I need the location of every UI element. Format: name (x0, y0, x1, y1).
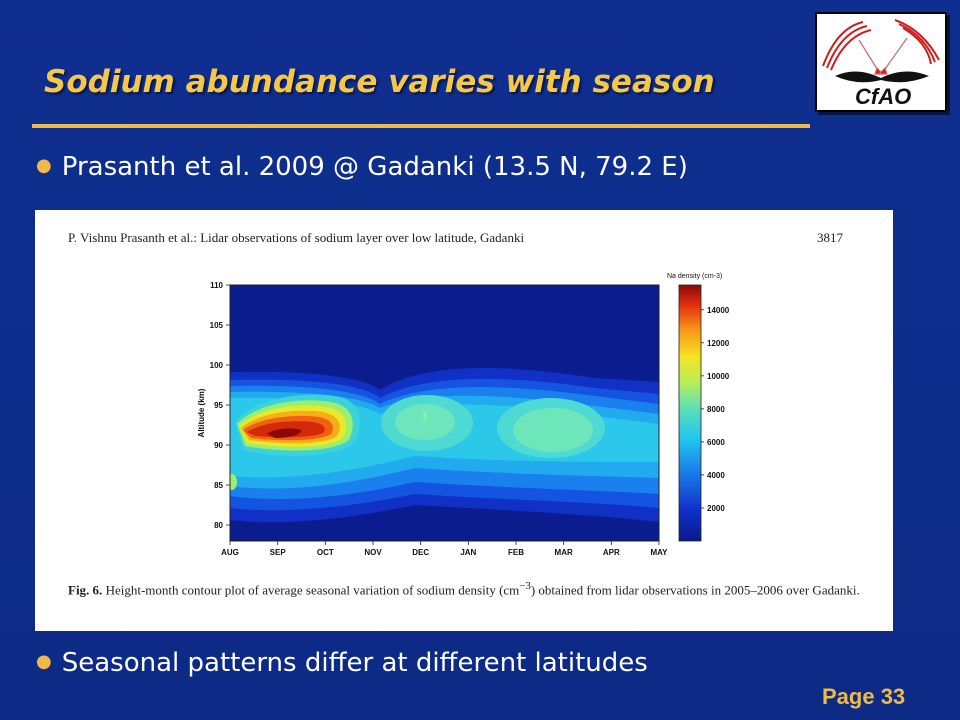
colorbar (678, 284, 702, 542)
y-tick-label: 90 (214, 441, 223, 450)
x-tick-label: MAY (650, 548, 668, 557)
colorbar-tick-label: 6000 (707, 438, 725, 447)
colorbar-tick-label: 12000 (707, 339, 730, 348)
x-tick-label: SEP (270, 548, 287, 557)
colorbar-axis: 2000 4000 6000 8000 10000 12000 14000 (701, 306, 730, 513)
figure-header-left: P. Vishnu Prasanth et al.: Lidar observa… (68, 230, 525, 245)
y-axis-label: Altitude (km) (197, 388, 206, 437)
contour-field (230, 285, 659, 541)
colorbar-tick-label: 14000 (707, 306, 730, 315)
logo-text: CfAO (855, 84, 911, 109)
x-tick-label: NOV (364, 548, 382, 557)
bullet-2: ● Seasonal patterns differ at different l… (36, 648, 648, 678)
colorbar-tick-label: 2000 (707, 504, 725, 513)
y-tick-label: 95 (214, 401, 223, 410)
x-tick-label: AUG (221, 548, 239, 557)
x-tick-label: FEB (508, 548, 524, 557)
caption-text-2: ) obtained from lidar observations in 20… (530, 582, 860, 598)
x-tick-label: MAR (555, 548, 573, 557)
x-tick-label: OCT (317, 548, 334, 557)
bullet-1: ● Prasanth et al. 2009 @ Gadanki (13.5 N,… (36, 152, 688, 182)
bullet-dot-icon: ● (36, 155, 52, 176)
caption-sup: −3 (519, 580, 531, 592)
slide-title: Sodium abundance varies with season (44, 64, 715, 100)
y-tick-label: 80 (214, 521, 223, 530)
x-tick-label: DEC (412, 548, 429, 557)
bullet-1-text: Prasanth et al. 2009 @ Gadanki (13.5 N, … (61, 152, 688, 182)
x-axis: AUG SEP OCT NOV DEC JAN FEB MAR APR MAY (221, 541, 668, 557)
y-tick-label: 85 (214, 481, 223, 490)
x-tick-label: APR (603, 548, 620, 557)
y-tick-label: 110 (210, 281, 223, 290)
colorbar-tick-label: 8000 (707, 405, 725, 414)
title-underline (32, 124, 810, 128)
caption-text: Height-month contour plot of average sea… (105, 582, 520, 598)
colorbar-tick-label: 10000 (707, 372, 730, 381)
cfao-logo: CfAO (815, 12, 947, 112)
y-tick-label: 105 (210, 321, 224, 330)
paper-figure: P. Vishnu Prasanth et al.: Lidar observa… (35, 210, 893, 631)
page-number: Page 33 (822, 684, 906, 709)
figure-header-right: 3817 (817, 230, 843, 245)
caption-label: Fig. 6. (68, 582, 103, 598)
x-tick-label: JAN (460, 548, 476, 557)
colorbar-label: Na density (cm-3) (667, 273, 722, 280)
contour-chart: 80 85 90 95 100 105 110 AUG SEP OCT NOV DEC JAN FEB M… (197, 273, 730, 557)
plot-frame (229, 284, 660, 542)
bullet-2-text: Seasonal patterns differ at different la… (61, 648, 648, 678)
y-axis: 80 85 90 95 100 105 110 (210, 281, 230, 530)
colorbar-tick-label: 4000 (707, 471, 725, 480)
y-tick-label: 100 (210, 361, 224, 370)
bullet-dot-icon: ● (36, 651, 52, 672)
figure-caption: Fig. 6. Height-month contour plot of ave… (68, 578, 868, 598)
